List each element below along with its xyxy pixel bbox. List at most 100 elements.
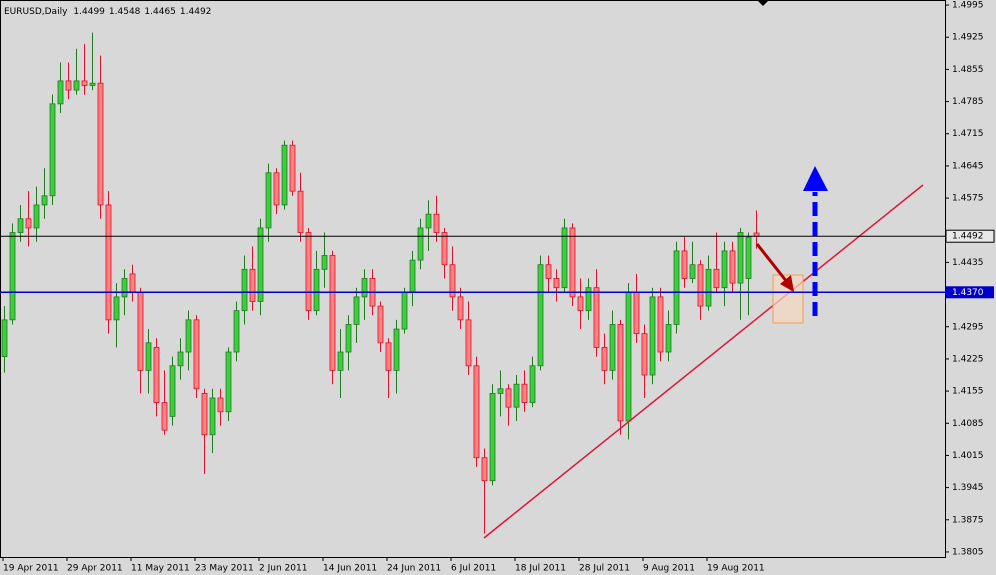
candle-body: [553, 278, 560, 289]
y-tick-label: 1.4575: [952, 194, 984, 204]
candle-body: [657, 296, 664, 353]
candle-body: [481, 457, 488, 482]
candle-body: [17, 218, 24, 233]
x-tick-label: 23 May 2011: [195, 564, 254, 574]
candle-body: [649, 296, 656, 376]
open-value: 1.4499: [73, 7, 105, 17]
symbol: EURUSD,Daily: [4, 7, 68, 17]
y-tick-label: 1.4715: [952, 129, 984, 139]
candle-body: [345, 324, 352, 353]
candle-body: [257, 227, 264, 302]
candle-body: [641, 333, 648, 376]
candle-body: [177, 351, 184, 367]
candle-body: [609, 324, 616, 371]
candle-body: [137, 291, 144, 371]
candle-body: [401, 291, 408, 330]
candle-body: [105, 204, 112, 321]
candle-body: [697, 264, 704, 307]
candle-body: [601, 347, 608, 371]
level-label-box: [946, 286, 994, 299]
candle-body: [505, 388, 512, 408]
candle-body: [121, 278, 128, 298]
candle-body: [705, 268, 712, 307]
y-tick-label: 1.3875: [952, 515, 984, 525]
close-value: 1.4492: [180, 7, 212, 17]
candle-body: [537, 264, 544, 367]
candle-body: [193, 319, 200, 390]
y-tick-label: 1.4785: [952, 97, 984, 107]
candle-body: [713, 268, 720, 289]
red-arrow-head: [780, 275, 794, 292]
y-tick-label: 1.4995: [952, 1, 984, 11]
candle-body: [745, 236, 752, 279]
candle-body: [305, 232, 312, 312]
candle-body: [241, 268, 248, 312]
candle-body: [289, 144, 296, 192]
candle-body: [393, 328, 400, 371]
candle-body: [273, 172, 280, 206]
candle-body: [633, 291, 640, 335]
chart-header: EURUSD,Daily 1.4499 1.4548 1.4465 1.4492: [4, 7, 211, 17]
candle-body: [569, 227, 576, 298]
low-value: 1.4465: [144, 7, 176, 17]
candle-body: [417, 227, 424, 261]
plot-area: [0, 0, 946, 558]
candle-body: [497, 388, 504, 394]
candle-body: [729, 250, 736, 284]
candle-body: [1, 319, 8, 358]
candle-body: [233, 310, 240, 353]
x-tick-label: 24 Jun 2011: [387, 564, 441, 574]
candle-body: [689, 264, 696, 279]
candle-body: [409, 259, 416, 293]
candle-body: [65, 80, 72, 91]
candle-body: [585, 287, 592, 312]
candle-body: [329, 255, 336, 371]
candle-body: [73, 80, 80, 91]
candle-body: [201, 392, 208, 436]
x-tick-label: 19 Apr 2011: [3, 564, 59, 574]
candle-body: [449, 264, 456, 298]
candle-body: [385, 342, 392, 371]
candle-body: [249, 268, 256, 302]
y-tick-label: 1.4645: [952, 161, 984, 171]
candle-body: [593, 287, 600, 348]
candle-body: [665, 324, 672, 353]
candle-body: [33, 204, 40, 229]
trend-line: [483, 184, 924, 539]
x-tick-label: 18 Jul 2011: [515, 564, 566, 574]
candle-body: [617, 324, 624, 422]
candle-body: [425, 213, 432, 229]
candle-body: [521, 383, 528, 403]
candle-body: [49, 103, 56, 197]
candle-body: [41, 195, 48, 206]
candle-body: [265, 172, 272, 229]
candle-body: [433, 213, 440, 233]
candle-body: [529, 365, 536, 403]
y-tick-label: 1.4155: [952, 387, 984, 397]
candle-body: [489, 392, 496, 482]
y-tick-label: 1.3805: [952, 547, 984, 557]
x-tick-label: 19 Aug 2011: [707, 564, 765, 574]
candle-body: [321, 255, 328, 270]
candle-body: [377, 305, 384, 344]
shift-marker: [758, 1, 768, 6]
candle-body: [545, 264, 552, 279]
candle-body: [353, 296, 360, 325]
y-tick-label: 1.4925: [952, 33, 984, 43]
candle-body: [673, 250, 680, 325]
y-tick-label: 1.4015: [952, 451, 984, 461]
candle-body: [625, 291, 632, 422]
level-label: 1.4370: [952, 288, 984, 298]
candle-body: [113, 296, 120, 321]
candle-body: [281, 144, 288, 206]
y-tick-label: 1.4435: [952, 258, 984, 268]
candle-body: [161, 402, 168, 431]
candle-body: [57, 80, 64, 105]
y-tick-label: 1.4295: [952, 322, 984, 332]
high-value: 1.4548: [109, 7, 141, 17]
blue-arrow-head: [803, 166, 828, 191]
candle-body: [153, 347, 160, 403]
x-tick-label: 29 Apr 2011: [67, 564, 123, 574]
